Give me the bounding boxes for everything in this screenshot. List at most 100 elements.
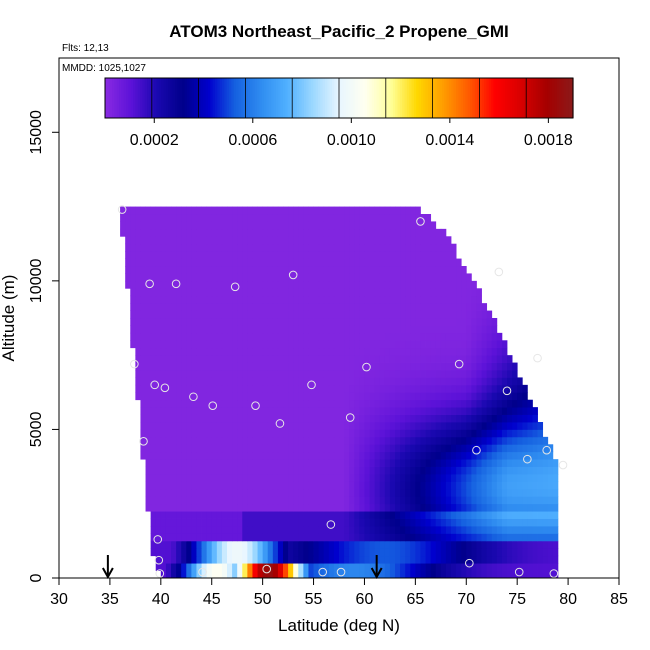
heatmap-cell bbox=[339, 221, 345, 230]
heatmap-cell bbox=[160, 310, 167, 319]
heatmap-cell bbox=[216, 444, 223, 453]
heatmap-cell bbox=[461, 318, 467, 326]
heatmap-cell bbox=[339, 518, 345, 527]
heatmap-cell bbox=[339, 236, 345, 245]
heatmap-cell bbox=[496, 377, 503, 386]
heatmap-cell bbox=[323, 392, 330, 401]
heatmap-cell bbox=[359, 370, 365, 378]
heatmap-cell bbox=[456, 295, 462, 304]
heatmap-cell bbox=[181, 206, 187, 215]
heatmap-cell bbox=[206, 451, 213, 460]
heatmap-cell bbox=[491, 407, 498, 415]
heatmap-cell bbox=[405, 533, 411, 542]
heatmap-cell bbox=[135, 295, 141, 304]
heatmap-cell bbox=[293, 221, 299, 230]
heatmap-cell bbox=[145, 288, 152, 297]
x-tick-label: 50 bbox=[254, 591, 272, 608]
heatmap-cell bbox=[232, 474, 238, 482]
heatmap-cell bbox=[242, 228, 248, 237]
heatmap-cell bbox=[435, 243, 442, 252]
heatmap-cell bbox=[389, 518, 396, 527]
heatmap-cell bbox=[165, 288, 172, 297]
heatmap-cell bbox=[440, 474, 447, 482]
heatmap-cell bbox=[145, 496, 152, 505]
heatmap-cell bbox=[364, 251, 370, 259]
heatmap-cell bbox=[277, 295, 284, 304]
heatmap-cell bbox=[257, 392, 264, 401]
heatmap-cell bbox=[171, 474, 177, 482]
heatmap-cell bbox=[522, 407, 528, 415]
colorbar-segment bbox=[448, 78, 452, 118]
heatmap-cell bbox=[395, 273, 401, 282]
heatmap-cell bbox=[257, 221, 264, 230]
heatmap-cell bbox=[308, 251, 314, 259]
heatmap-cell bbox=[252, 206, 258, 215]
heatmap-cell bbox=[272, 347, 279, 356]
heatmap-cell bbox=[364, 429, 370, 438]
heatmap-cell bbox=[267, 399, 274, 408]
heatmap-cell bbox=[171, 540, 177, 549]
heatmap-cell bbox=[522, 540, 528, 549]
heatmap-cell bbox=[333, 429, 340, 438]
heatmap-cell bbox=[420, 214, 426, 222]
colorbar-segment bbox=[219, 78, 223, 118]
heatmap-cell bbox=[293, 451, 299, 460]
heatmap-cell bbox=[308, 570, 314, 579]
heatmap-cell bbox=[293, 355, 299, 363]
heatmap-cell bbox=[150, 236, 157, 245]
heatmap-cell bbox=[333, 325, 340, 334]
heatmap-cell bbox=[145, 325, 152, 334]
heatmap-cell bbox=[461, 362, 467, 371]
heatmap-cell bbox=[257, 563, 264, 571]
heatmap-cell bbox=[445, 295, 452, 304]
heatmap-cell bbox=[186, 347, 192, 356]
heatmap-cell bbox=[501, 340, 508, 349]
heatmap-cell bbox=[293, 288, 299, 297]
heatmap-cell bbox=[303, 392, 309, 401]
heatmap-cell bbox=[277, 422, 284, 430]
heatmap-cell bbox=[201, 206, 208, 215]
heatmap-cell bbox=[476, 377, 482, 386]
heatmap-cell bbox=[227, 370, 233, 378]
heatmap-cell bbox=[201, 214, 208, 222]
heatmap-cell bbox=[155, 451, 162, 460]
heatmap-cell bbox=[242, 474, 248, 482]
heatmap-cell bbox=[384, 370, 391, 378]
heatmap-cell bbox=[181, 555, 187, 564]
heatmap-cell bbox=[400, 533, 406, 542]
heatmap-cell bbox=[242, 258, 248, 267]
heatmap-cell bbox=[389, 318, 396, 326]
heatmap-cell bbox=[211, 451, 218, 460]
heatmap-cell bbox=[384, 243, 391, 252]
heatmap-cell bbox=[135, 206, 141, 215]
heatmap-cell bbox=[384, 436, 391, 445]
heatmap-cell bbox=[420, 236, 426, 245]
heatmap-cell bbox=[507, 474, 513, 482]
heatmap-cell bbox=[257, 236, 264, 245]
heatmap-cell bbox=[374, 243, 381, 252]
heatmap-cell bbox=[232, 466, 238, 475]
heatmap-cell bbox=[196, 526, 202, 534]
heatmap-cell bbox=[481, 370, 488, 378]
heatmap-cell bbox=[456, 288, 462, 297]
heatmap-cell bbox=[456, 280, 462, 289]
heatmap-cell bbox=[415, 258, 421, 267]
observation-marker bbox=[154, 555, 164, 565]
heatmap-cell bbox=[522, 488, 528, 497]
heatmap-cell bbox=[395, 303, 401, 311]
colorbar-segment bbox=[341, 78, 345, 118]
heatmap-cell bbox=[537, 511, 544, 519]
heatmap-cell bbox=[481, 518, 488, 527]
heatmap-cell bbox=[227, 518, 233, 527]
heatmap-cell bbox=[288, 436, 294, 445]
heatmap-cell bbox=[364, 362, 370, 371]
heatmap-cell bbox=[435, 563, 442, 571]
heatmap-cell bbox=[125, 228, 131, 237]
heatmap-cell bbox=[125, 243, 131, 252]
heatmap-cell bbox=[369, 511, 376, 519]
heatmap-cell bbox=[405, 548, 411, 557]
heatmap-cell bbox=[395, 228, 401, 237]
heatmap-cell bbox=[181, 362, 187, 371]
heatmap-cell bbox=[216, 526, 223, 534]
heatmap-cell bbox=[211, 228, 218, 237]
